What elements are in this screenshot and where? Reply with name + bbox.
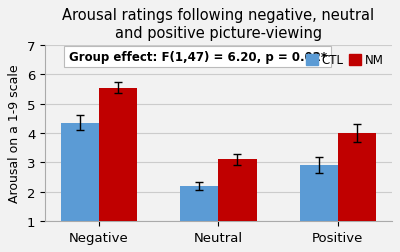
Bar — [338, 134, 376, 250]
Bar — [300, 166, 338, 250]
Text: Group effect: F(1,47) = 6.20, p = 0.02*: Group effect: F(1,47) = 6.20, p = 0.02* — [68, 51, 327, 64]
Bar — [180, 186, 218, 250]
Bar — [99, 88, 137, 250]
Title: Arousal ratings following negative, neutral
and positive picture-viewing: Arousal ratings following negative, neut… — [62, 8, 374, 41]
Bar — [218, 160, 256, 250]
Legend: CTL, NM: CTL, NM — [304, 52, 386, 69]
Y-axis label: Arousal on a 1-9 scale: Arousal on a 1-9 scale — [8, 65, 21, 203]
Bar — [61, 123, 99, 250]
